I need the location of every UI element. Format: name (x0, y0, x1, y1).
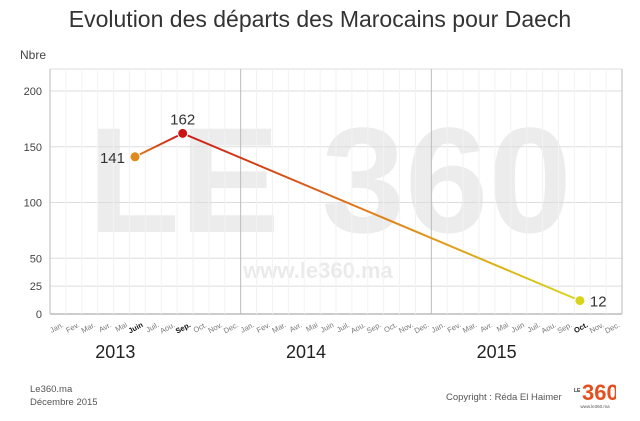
x-tick-label: Avr. (97, 320, 113, 334)
copyright-label: Copyright : Réda El Haimer (446, 392, 562, 403)
x-tick-label: Dec. (413, 320, 431, 335)
data-point (177, 127, 189, 139)
y-axis-label: Nbre (20, 48, 46, 62)
x-tick-label: Oct. (572, 320, 589, 335)
data-point (129, 151, 141, 163)
y-tick-label: 100 (24, 198, 42, 210)
x-tick-label: Jan. (48, 320, 65, 335)
line-segment (134, 132, 184, 158)
x-tick-label: Fev. (255, 320, 272, 335)
x-tick-label: Avr. (288, 320, 304, 334)
year-label: 2015 (477, 342, 517, 362)
year-label: 2014 (286, 342, 326, 362)
series-line (134, 132, 581, 302)
x-tick-label: Dec. (222, 320, 240, 335)
logo-big-text: 360 (582, 380, 616, 405)
source-label: Le360.ma (30, 384, 73, 395)
chart-title: Evolution des départs des Marocains pour… (68, 6, 572, 32)
y-tick-label: 150 (24, 142, 42, 154)
x-tick-label: Jan. (239, 320, 256, 335)
data-label: 12 (590, 294, 607, 311)
x-tick-label: Mai (495, 320, 510, 334)
data-label: 141 (100, 150, 125, 167)
date-label: Décembre 2015 (30, 397, 98, 408)
y-tick-label: 0 (36, 309, 42, 321)
x-tick-label: Mar. (80, 320, 97, 335)
x-tick-label: Avr. (479, 320, 495, 334)
x-tick-label: Juin (509, 320, 525, 334)
x-tick-label: Sep. (174, 320, 192, 335)
watermark-url: www.le360.ma (242, 258, 393, 283)
x-tick-label: Sep. (365, 320, 383, 335)
year-label: 2013 (95, 342, 135, 362)
logo-url-text: www.le360.ma (580, 404, 610, 409)
x-tick-label: Jan. (430, 320, 447, 335)
x-tick-label: Mar. (461, 320, 478, 335)
x-tick-label: Fev. (446, 320, 463, 335)
y-tick-label: 50 (30, 253, 42, 265)
grid (49, 68, 623, 315)
x-tick-label: Mar. (270, 320, 287, 335)
data-point (574, 295, 586, 307)
y-tick-label: 200 (24, 86, 42, 98)
x-tick-label: Juin (127, 320, 145, 335)
line-segment (182, 132, 581, 302)
watermark-logo: LE 360 (88, 96, 572, 264)
x-tick-label: Fev. (64, 320, 81, 335)
y-tick-label: 25 (30, 281, 42, 293)
x-tick-label: Sep. (556, 320, 574, 335)
x-tick-label: Mai (304, 320, 319, 334)
le360-logo: 360 LE www.le360.ma (574, 380, 616, 409)
watermark: LE 360 (88, 96, 572, 264)
data-label: 162 (170, 111, 195, 128)
x-tick-label: Dec. (603, 320, 621, 335)
logo-le-text: LE (574, 388, 581, 394)
data-points: 141 162 12 (100, 111, 607, 310)
x-tick-label: Juin (319, 320, 335, 334)
